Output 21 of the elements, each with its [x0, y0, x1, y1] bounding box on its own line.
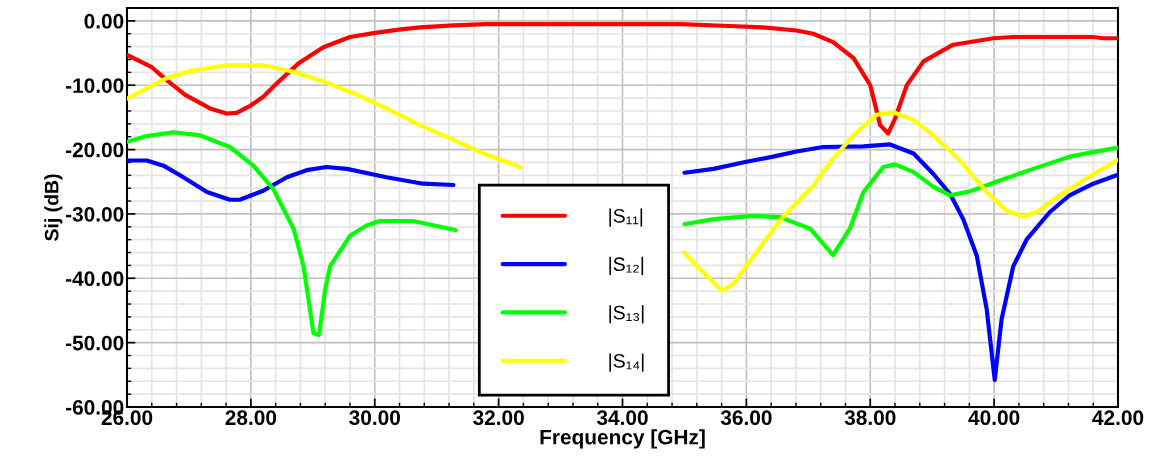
y-tick-label: -40.00 [65, 271, 124, 287]
y-tick-label: -10.00 [65, 78, 124, 93]
line-series [127, 22, 1118, 136]
x-tick-label: 40.00 [968, 410, 1020, 426]
legend-label: |S₁₂| [609, 256, 644, 275]
legend-label: |S₁₄| [609, 353, 644, 372]
y-tick-label: -20.00 [65, 142, 124, 158]
x-axis-title: Frequency [GHz] [540, 429, 705, 449]
legend-label: |S₁₃| [609, 305, 644, 324]
x-tick-label: 34.00 [596, 410, 648, 426]
x-tick-label: 32.00 [473, 410, 524, 426]
y-tick-label: -30.00 [65, 206, 124, 222]
x-tick-label: 28.00 [225, 410, 277, 426]
legend-label: |S₁₁| [609, 208, 643, 227]
x-tick-label: 38.00 [844, 410, 896, 426]
x-tick-label: 42.00 [1092, 410, 1144, 426]
y-tick-label: -50.00 [65, 335, 124, 351]
x-tick-label: 30.00 [349, 410, 400, 426]
y-tick-label: 0.00 [84, 13, 124, 29]
y-axis-title: Sij (dB) [44, 174, 63, 241]
x-tick-label: 36.00 [720, 410, 772, 426]
